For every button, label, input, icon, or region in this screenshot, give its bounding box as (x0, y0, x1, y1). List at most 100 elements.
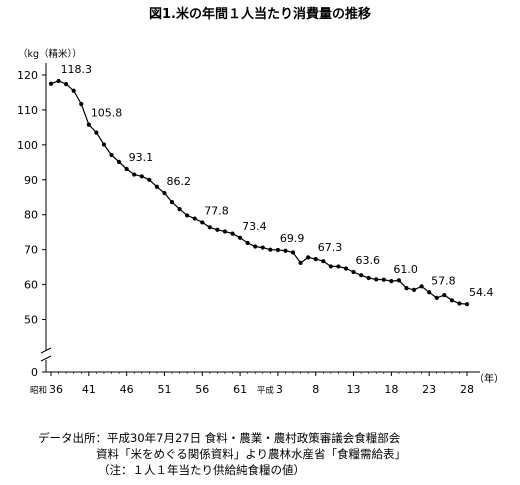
x-tick-label: 46 (120, 383, 134, 396)
y-tick-label: 80 (24, 209, 38, 222)
data-point (396, 278, 402, 283)
data-point (366, 275, 371, 281)
data-point (298, 260, 303, 266)
data-point (230, 231, 235, 236)
data-point (404, 285, 409, 291)
data-point (109, 152, 114, 158)
data-point (154, 184, 159, 189)
data-point (328, 264, 333, 269)
data-point (275, 247, 281, 253)
data-point (64, 81, 69, 87)
data-label: 77.8 (204, 204, 229, 217)
x-tick-label: 18 (384, 383, 398, 396)
y-tick-label: 90 (24, 174, 38, 187)
data-point (185, 213, 190, 218)
data-point (101, 142, 107, 147)
data-label: 61.0 (393, 263, 418, 276)
data-point (94, 130, 99, 135)
source-line-1: データ出所：平成30年7月27日 食料・農業・農村政策審議会食糧部会 (38, 431, 401, 445)
data-point (222, 229, 228, 234)
data-label: 67.3 (318, 241, 343, 254)
data-point (283, 248, 288, 253)
y-tick-label: 50 (24, 314, 38, 327)
y-tick-label: 60 (24, 279, 38, 292)
data-point (56, 78, 61, 84)
x-tick-label: 28 (460, 383, 474, 396)
data-point (71, 88, 76, 93)
data-point (268, 247, 273, 252)
data-point (48, 81, 54, 86)
data-point (169, 200, 175, 205)
data-label: 93.1 (129, 151, 154, 164)
y-tick-label: 70 (24, 244, 38, 257)
data-point (86, 122, 91, 127)
data-label: 63.6 (356, 254, 381, 267)
data-point (351, 269, 356, 275)
data-point (313, 256, 318, 262)
data-point (192, 216, 197, 221)
data-point (374, 277, 379, 282)
data-point (215, 227, 220, 232)
x-tick-label: 36 (49, 383, 63, 396)
data-point (419, 284, 424, 289)
y-tick-label: 100 (17, 139, 38, 152)
data-point (359, 273, 364, 278)
data-point (147, 177, 152, 182)
source-line-3: （注：１人１年当たり供給純食糧の値） (98, 463, 305, 477)
axis-break-mark (40, 355, 52, 362)
data-point (132, 172, 137, 177)
x-era-label: 昭和 (30, 386, 47, 396)
data-point (321, 259, 326, 264)
data-point (116, 159, 122, 165)
x-tick-label: 23 (422, 383, 436, 396)
y-tick-label-zero: 0 (31, 366, 38, 379)
data-point (290, 250, 296, 255)
data-point (237, 235, 243, 240)
data-point (336, 264, 341, 269)
data-point (207, 225, 212, 230)
x-tick-label: 56 (195, 383, 209, 396)
data-label: 73.4 (242, 220, 267, 233)
line-chart: 50 60 70 80 90 100 110 120 0 （kg（精米）） 昭和 36 41 46 51 56… (17, 48, 504, 396)
x-era-label: 平成 (257, 385, 275, 396)
data-point (177, 207, 182, 212)
data-point (79, 101, 84, 107)
data-point (434, 295, 439, 300)
data-label: 118.3 (61, 63, 93, 76)
data-point (139, 174, 144, 179)
source-line-2: 資料「米をめぐる関係資料」より農林水産省「食糧需給表」 (96, 447, 407, 461)
data-point (124, 166, 129, 172)
data-point (381, 277, 386, 282)
data-label: 105.8 (91, 107, 123, 120)
data-point (253, 244, 258, 249)
chart-title: 図1.米の年間１人当たり消費量の推移 (149, 7, 371, 22)
data-point (260, 245, 265, 250)
data-point (200, 220, 205, 225)
data-label: 57.8 (431, 274, 456, 287)
data-point (389, 279, 394, 284)
x-tick-label: 3 (276, 383, 283, 396)
data-point (245, 240, 250, 246)
data-point (442, 292, 447, 298)
data-point (411, 287, 417, 292)
axis-break-mark (40, 347, 52, 354)
data-point (162, 190, 167, 196)
y-tick-label: 110 (17, 104, 38, 117)
data-point (343, 266, 349, 271)
data-point (457, 301, 462, 306)
data-label: 69.9 (280, 232, 305, 245)
x-tick-label: 61 (233, 383, 247, 396)
x-tick-label: 13 (347, 383, 361, 396)
data-point (306, 255, 311, 260)
x-tick-label: 51 (157, 383, 171, 396)
y-axis-label: （kg（精米）） (18, 48, 82, 60)
x-tick-label: 8 (312, 383, 319, 396)
data-label: 54.4 (469, 286, 494, 299)
data-point (427, 290, 432, 295)
y-tick-label: 120 (17, 69, 38, 82)
x-axis-label: （年） (474, 372, 504, 385)
data-point (449, 298, 454, 303)
x-tick-label: 41 (82, 383, 96, 396)
data-label: 86.2 (166, 175, 191, 188)
data-point (464, 302, 470, 307)
